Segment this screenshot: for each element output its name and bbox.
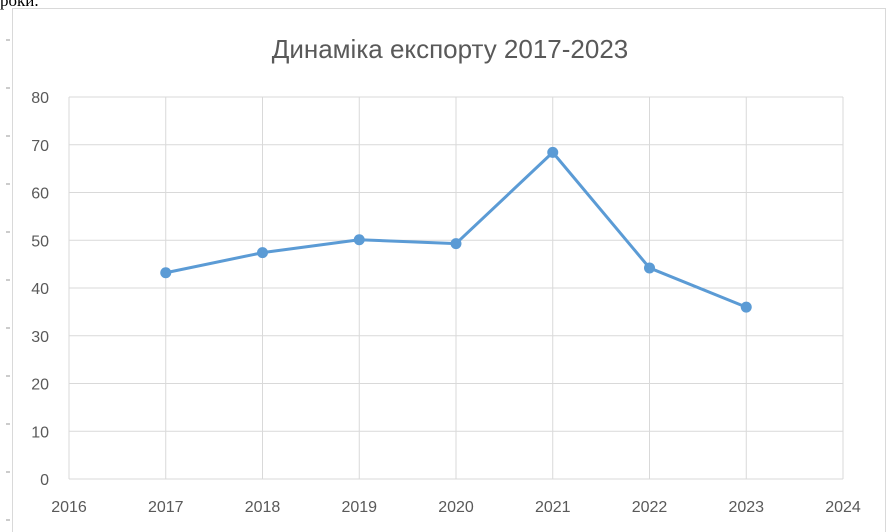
data-point-2017[interactable] <box>160 267 172 279</box>
x-tick-label: 2023 <box>728 499 764 516</box>
y-tick-label: 50 <box>31 233 49 250</box>
y-tick-label: 70 <box>31 138 49 155</box>
x-tick-label: 2021 <box>535 499 571 516</box>
y-tick-label: 30 <box>31 329 49 346</box>
x-tick-label: 2017 <box>148 499 184 516</box>
y-tick-label: 60 <box>31 186 49 203</box>
x-tick-label: 2019 <box>341 499 377 516</box>
x-tick-label: 2024 <box>825 499 861 516</box>
x-tick-label: 2022 <box>632 499 668 516</box>
gridlines <box>68 96 844 480</box>
chart-area[interactable] <box>12 8 886 532</box>
data-point-2018[interactable] <box>257 247 268 259</box>
x-tick-label: 2020 <box>438 499 474 516</box>
y-axis-tick-labels: 0 10 20 30 40 50 60 70 80 <box>31 90 49 489</box>
y-tick-label: 20 <box>31 377 49 394</box>
left-ruler <box>6 39 10 521</box>
document-text-fragment: роки. <box>0 0 39 10</box>
series-export <box>160 146 752 313</box>
y-tick-label: 80 <box>31 90 49 107</box>
x-tick-label: 2018 <box>245 499 281 516</box>
data-point-2023[interactable] <box>740 301 752 313</box>
y-tick-label: 0 <box>40 472 49 489</box>
chart-title: Динаміка експорту 2017-2023 <box>272 34 629 64</box>
x-tick-label: 2016 <box>51 499 87 516</box>
y-tick-label: 40 <box>31 281 49 298</box>
data-point-2021[interactable] <box>547 146 559 158</box>
data-point-2020[interactable] <box>450 238 462 250</box>
x-axis-tick-labels: 2016 2017 2018 2019 2020 2021 2022 2023 2024 <box>51 499 861 516</box>
y-tick-label: 10 <box>31 424 49 441</box>
data-point-2019[interactable] <box>353 234 365 246</box>
data-point-2022[interactable] <box>644 262 655 274</box>
